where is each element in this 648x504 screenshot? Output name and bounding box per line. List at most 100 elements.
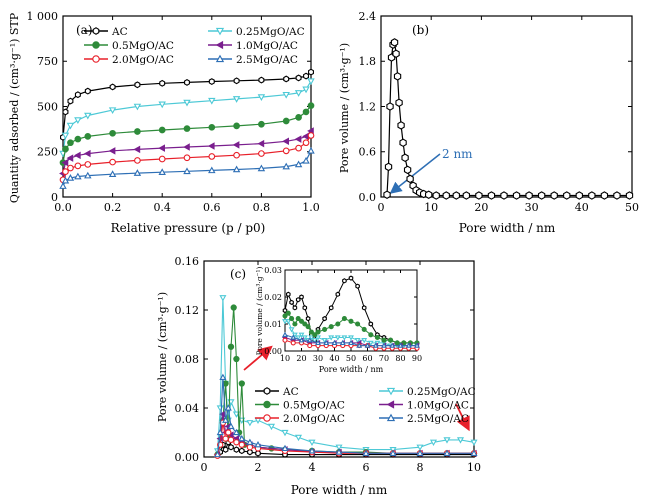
x-tick-label-c-inset: 50 bbox=[346, 354, 356, 363]
data-point-a-2-0mgo-ac bbox=[183, 154, 191, 162]
panel-a-legend-label-0-25mgo-ac: 0.25MgO/AC bbox=[236, 26, 305, 38]
data-point-c-0-25mgo-ac bbox=[429, 439, 438, 447]
data-point-a-0-5mgo-ac bbox=[62, 145, 69, 153]
data-point-c-inset-0-25mgo-ac bbox=[341, 335, 348, 341]
panel-c-legend-label-ac: AC bbox=[282, 386, 299, 398]
data-point-c-0-25mgo-ac bbox=[443, 437, 451, 444]
data-point-a-1-0mgo-ac bbox=[158, 144, 165, 152]
data-point-c-inset-0-25mgo-ac bbox=[367, 340, 374, 347]
data-point-a-2-5mgo-ac bbox=[74, 172, 82, 180]
panel-c-legend-marker-2-5mgo-ac bbox=[386, 413, 396, 422]
data-point-c-inset-0-5mgo-ac bbox=[355, 321, 361, 327]
data-point-c-inset-ac bbox=[322, 315, 327, 322]
data-point-c-ac bbox=[233, 446, 240, 453]
panel-c-legend-marker-0-25mgo-ac bbox=[386, 387, 396, 396]
data-point-a-0-25mgo-ac bbox=[257, 94, 266, 102]
data-point-a-1-0mgo-ac bbox=[108, 147, 116, 155]
y-tick-label-a: 250 bbox=[37, 146, 58, 159]
data-point-c-inset-2-5mgo-ac bbox=[356, 342, 363, 348]
x-tick-label-c-inset: 90 bbox=[412, 354, 422, 363]
series-a-2-5mgo-ac bbox=[59, 146, 315, 189]
data-point-c-2-0mgo-ac bbox=[222, 435, 229, 442]
data-point-a-ac bbox=[74, 91, 81, 99]
data-point-a-1-0mgo-ac bbox=[183, 143, 190, 151]
panel-c-legend-marker-ac bbox=[263, 387, 271, 395]
data-point-a-2-5mgo-ac bbox=[183, 167, 191, 175]
data-point-b-ac bbox=[392, 49, 400, 58]
x-tick-label-c-inset: 40 bbox=[329, 354, 339, 363]
series-c-inset-2-5mgo-ac bbox=[282, 331, 420, 348]
data-point-b-ac bbox=[588, 191, 596, 200]
data-point-c-inset-0-25mgo-ac bbox=[295, 335, 302, 341]
data-point-c-inset-ac bbox=[335, 291, 341, 297]
panel-a-legend-label-1-0mgo-ac: 1.0MgO/AC bbox=[236, 40, 298, 52]
data-point-c-inset-0-5mgo-ac bbox=[289, 316, 295, 322]
series-c-inset-0-5mgo-ac bbox=[282, 310, 420, 346]
data-point-c-inset-0-5mgo-ac bbox=[361, 326, 367, 332]
y-tick-label-c: 0.04 bbox=[175, 402, 200, 415]
data-point-a-0-25mgo-ac bbox=[66, 122, 75, 130]
series-line-a-0-25mgo-ac bbox=[62, 80, 312, 154]
data-point-c-ac bbox=[247, 448, 253, 456]
data-point-c-0-25mgo-ac bbox=[219, 295, 227, 302]
x-tick-label-c: 2 bbox=[255, 461, 262, 474]
data-point-a-ac bbox=[308, 68, 314, 76]
data-point-c-2-0mgo-ac bbox=[233, 439, 240, 446]
x-tick-label-a: 0.0 bbox=[54, 201, 72, 214]
data-point-a-2-0mgo-ac bbox=[295, 144, 302, 152]
y-tick-label-c: 0.00 bbox=[175, 451, 200, 464]
data-point-c-inset-0-25mgo-ac bbox=[288, 327, 295, 333]
data-point-a-0-5mgo-ac bbox=[208, 123, 216, 131]
panel-a-isotherms: (a) Relative pressure (p / p0) Quantity … bbox=[8, 12, 265, 235]
data-point-b-ac bbox=[384, 162, 393, 172]
data-point-c-inset-0-25mgo-ac bbox=[298, 332, 305, 338]
x-tick-label-a: 0.6 bbox=[203, 201, 221, 214]
data-point-c-inset-0-5mgo-ac bbox=[388, 337, 394, 343]
data-point-a-0-25mgo-ac bbox=[282, 91, 290, 99]
series-a-ac bbox=[60, 68, 314, 141]
x-tick-label-a: 0.4 bbox=[153, 201, 171, 214]
panel-a-legend-marker-2-5mgo-ac bbox=[215, 54, 225, 63]
data-point-a-2-0mgo-ac bbox=[307, 132, 315, 139]
data-point-b-ac bbox=[563, 191, 571, 200]
data-point-b-ac bbox=[487, 191, 496, 200]
panel-a-legend-label-2-5mgo-ac: 2.5MgO/AC bbox=[236, 54, 298, 66]
data-point-a-0-5mgo-ac bbox=[302, 108, 310, 116]
data-point-c-2-0mgo-ac bbox=[246, 444, 254, 451]
data-point-a-ac bbox=[109, 83, 116, 91]
axes-a: 0.0 0.2 0.4 0.6 0.8 1.0 0 250 500 750 1 000 bbox=[27, 10, 320, 214]
data-point-c-2-5mgo-ac bbox=[222, 416, 230, 423]
data-point-a-0-25mgo-ac bbox=[208, 97, 216, 105]
data-point-b-ac bbox=[406, 174, 414, 184]
data-point-b-ac bbox=[500, 191, 508, 200]
data-point-c-inset-0-5mgo-ac bbox=[335, 321, 341, 327]
panel-c-label: (c) bbox=[230, 267, 246, 281]
data-point-b-ac bbox=[525, 191, 533, 200]
x-tick-label-c: 4 bbox=[309, 461, 316, 474]
data-point-a-2-0mgo-ac bbox=[282, 147, 290, 155]
data-point-a-2-5mgo-ac bbox=[59, 182, 67, 189]
series-line-a-0-5mgo-ac bbox=[62, 105, 312, 163]
data-point-a-ac bbox=[62, 108, 69, 116]
data-point-a-1-0mgo-ac bbox=[66, 154, 74, 162]
data-point-c-inset-0-25mgo-ac bbox=[348, 335, 354, 341]
panel-c-range-arrow bbox=[455, 403, 470, 432]
data-point-c-0-5mgo-ac bbox=[227, 343, 235, 350]
data-point-a-0-25mgo-ac bbox=[61, 132, 70, 140]
panel-a-legend-marker-2-0mgo-ac bbox=[92, 55, 100, 63]
panel-b-label: (b) bbox=[412, 23, 429, 37]
data-point-c-2-5mgo-ac bbox=[213, 450, 222, 458]
data-point-c-inset-ac bbox=[348, 275, 354, 281]
data-point-c-0-25mgo-ac bbox=[335, 444, 343, 451]
data-point-c-inset-ac bbox=[286, 291, 291, 297]
data-point-c-inset-2-5mgo-ac bbox=[306, 337, 313, 343]
data-point-c-inset-ac bbox=[305, 315, 311, 322]
data-point-c-0-25mgo-ac bbox=[254, 417, 262, 424]
data-point-a-0-25mgo-ac bbox=[108, 107, 117, 115]
series-line-a-2-5mgo-ac bbox=[62, 150, 312, 187]
panel-c-legend: AC 0.25MgO/AC 0.5MgO/AC 1.0MgO/AC 2.0MgO/AC 2… bbox=[255, 386, 476, 425]
data-point-c-2-5mgo-ac bbox=[254, 441, 262, 448]
data-point-c-inset-ac bbox=[361, 305, 367, 311]
data-point-c-inset-0-25mgo-ac bbox=[354, 338, 361, 344]
